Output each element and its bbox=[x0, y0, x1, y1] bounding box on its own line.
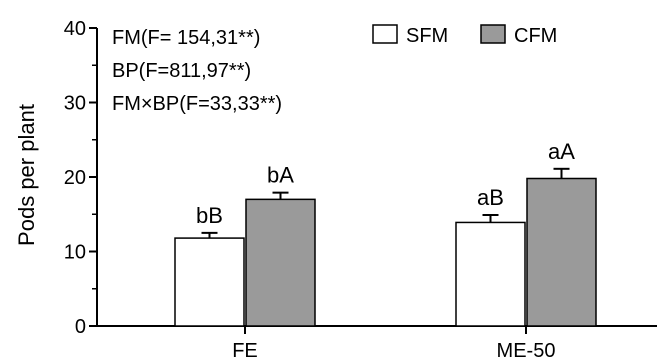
bar-label-sfm-fe: bB bbox=[196, 203, 223, 228]
legend-label-sfm: SFM bbox=[406, 25, 448, 47]
bars: bB bA aB aA bbox=[174, 139, 597, 327]
y-tick-label-10: 10 bbox=[64, 242, 86, 264]
legend-swatch-cfm bbox=[480, 24, 506, 44]
bar-sfm-fe bbox=[174, 237, 245, 327]
legend: SFM CFM bbox=[372, 24, 557, 47]
y-tick-label-30: 30 bbox=[64, 93, 86, 115]
y-tick-label-0: 0 bbox=[75, 316, 86, 338]
annotation-fm: FM(F= 154,31**) bbox=[112, 27, 260, 49]
bar-label-sfm-me-50: aB bbox=[477, 185, 504, 210]
x-tick-label-me-50: ME-50 bbox=[497, 340, 556, 360]
bar-label-cfm-fe: bA bbox=[267, 163, 294, 188]
bar-cfm-fe bbox=[245, 198, 316, 327]
annotation-bp: BP(F=811,97**) bbox=[112, 60, 251, 82]
bar-label-cfm-me-50: aA bbox=[548, 139, 575, 164]
legend-swatch-sfm bbox=[372, 24, 398, 44]
y-tick-label-20: 20 bbox=[64, 167, 86, 189]
bar-cfm-me-50 bbox=[526, 177, 597, 327]
x-tick-label-fe: FE bbox=[232, 340, 258, 360]
x-axis-ticks: FE ME-50 bbox=[232, 326, 555, 360]
annotation-interaction: FM×BP(F=33,33**) bbox=[112, 93, 282, 115]
y-tick-label-40: 40 bbox=[64, 18, 86, 40]
bar-sfm-me-50 bbox=[455, 221, 526, 327]
y-axis-label: Pods per plant bbox=[14, 104, 39, 246]
legend-label-cfm: CFM bbox=[514, 25, 557, 47]
y-axis-ticks: 0 10 20 30 40 bbox=[64, 18, 97, 338]
